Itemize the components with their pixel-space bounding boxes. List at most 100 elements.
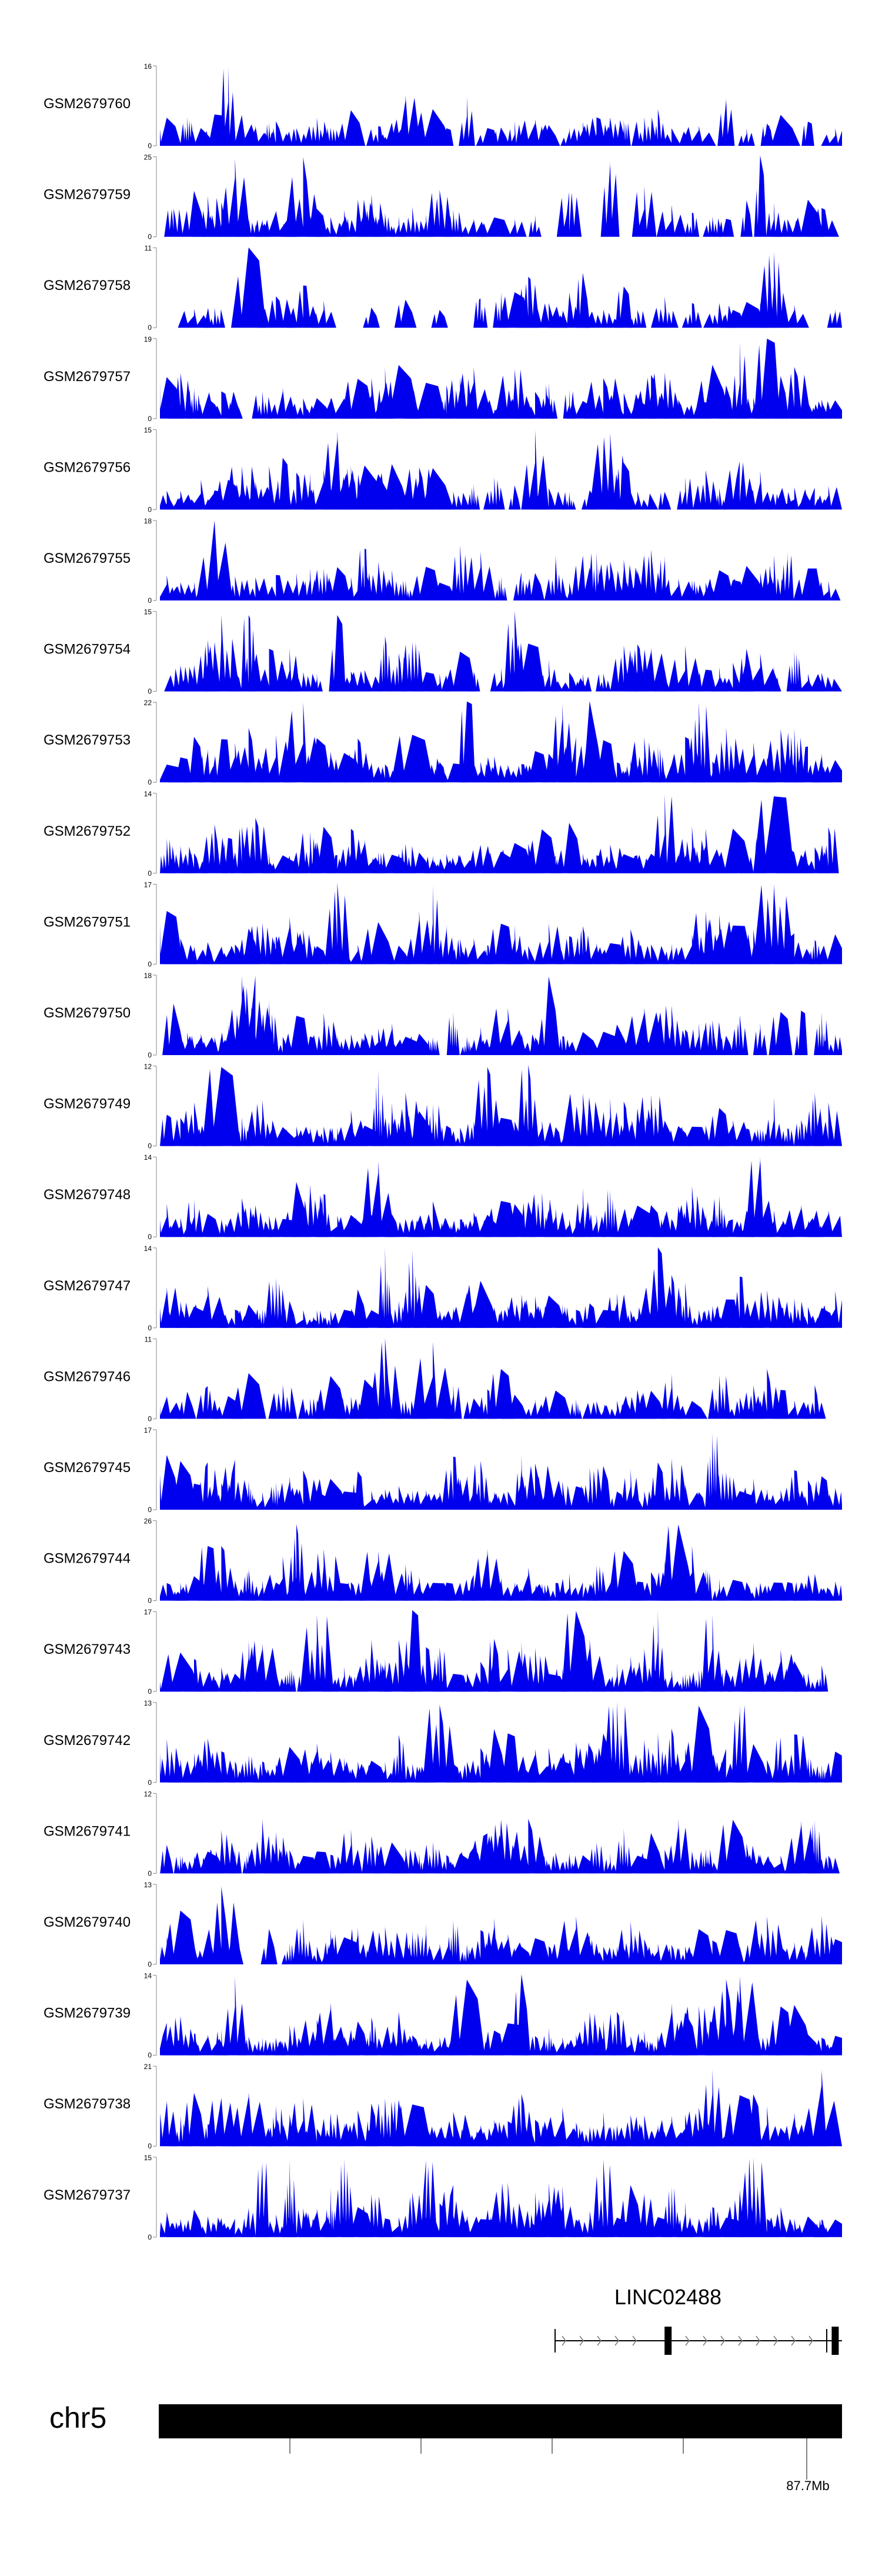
coverage-peak	[256, 2037, 268, 2056]
coverage-peak	[736, 929, 771, 965]
coverage-peak	[359, 2194, 385, 2237]
coverage-peak	[396, 1764, 428, 1783]
coverage-peak	[801, 672, 842, 692]
coverage-peak	[495, 576, 507, 600]
coverage-peak	[481, 1918, 507, 1964]
coverage-peak	[310, 826, 337, 873]
coverage-peak	[794, 1010, 808, 1055]
coverage-peak	[501, 1394, 528, 1419]
coverage-peak	[260, 1928, 278, 1964]
coverage-peak	[814, 1764, 828, 1783]
coverage-peak	[662, 2187, 681, 2237]
coverage-peak	[322, 1667, 339, 1692]
coverage-peak	[283, 472, 310, 510]
coverage-peak	[206, 2097, 236, 2147]
chromosome-ticks	[289, 2438, 684, 2454]
track-GSM2679737: GSM2679737 15 0	[44, 2154, 842, 2241]
y-max-label: 14	[144, 1972, 152, 1980]
track-label: GSM2679738	[44, 2096, 131, 2112]
y-min-label: 0	[148, 1324, 152, 1332]
coverage-peak	[365, 1927, 405, 1964]
y-max-label: 26	[144, 1517, 152, 1526]
coverage-peak	[651, 296, 679, 328]
coverage-peak	[735, 398, 772, 419]
coverage-peak	[298, 832, 322, 873]
coverage-peak	[761, 115, 800, 146]
coverage-peak	[365, 2103, 377, 2147]
coverage-peak	[681, 126, 716, 146]
coverage-peak	[245, 1100, 279, 1146]
coverage-peak	[413, 1583, 452, 1601]
coverage-peak	[392, 2035, 433, 2056]
coverage-peak	[628, 310, 647, 328]
coverage-peak	[556, 1916, 596, 1964]
coverage-peak	[754, 155, 767, 237]
coverage-peak	[663, 943, 680, 965]
coverage-peak	[784, 728, 805, 783]
coverage-peak	[747, 471, 773, 510]
coverage-peak	[570, 2123, 582, 2147]
coverage-peak	[549, 2185, 576, 2237]
track-GSM2679745: GSM2679745 17 0	[44, 1426, 842, 1514]
coverage-peak	[753, 796, 795, 873]
coverage-peak	[386, 1300, 411, 1328]
coverage-peak	[423, 1704, 457, 1783]
coverage-peak	[637, 1833, 665, 1874]
coverage-peak	[517, 1648, 553, 1692]
coverage-peak	[241, 2207, 256, 2237]
coverage-peak	[701, 2069, 723, 2147]
coverage-peak	[319, 2113, 342, 2147]
coverage-peak	[703, 216, 722, 237]
coverage-peak	[731, 1015, 749, 1055]
coverage-peak	[526, 573, 544, 600]
coverage-peak	[817, 1290, 842, 1328]
coverage-peak	[794, 1120, 808, 1146]
coverage-peak	[603, 1702, 630, 1783]
coverage-peak	[180, 853, 208, 873]
coverage-peak	[228, 1849, 242, 1874]
coverage-peak	[505, 1294, 538, 1328]
coverage-peak	[753, 1760, 781, 1783]
coverage-peak	[361, 1161, 395, 1237]
coverage-peak	[820, 1939, 842, 1964]
coverage-peak	[814, 2219, 842, 2237]
coverage-peak	[322, 431, 353, 510]
track-GSM2679739: GSM2679739 14 0	[44, 1972, 842, 2060]
coverage-peak	[411, 566, 441, 600]
coverage-peak	[394, 299, 417, 328]
track-GSM2679760: GSM2679760 16 0	[44, 62, 842, 150]
coverage-peak	[583, 943, 610, 965]
track-label: GSM2679741	[44, 1823, 131, 1839]
track-label: GSM2679746	[44, 1369, 131, 1384]
coverage-peak	[746, 1157, 775, 1237]
coverage-peak	[196, 520, 233, 600]
coverage-peak	[225, 115, 258, 146]
coverage-peak	[794, 2034, 822, 2056]
coverage-peak	[406, 1033, 432, 1055]
coverage-peak	[808, 940, 821, 965]
coverage-peak	[575, 273, 590, 328]
coverage-peak	[194, 1213, 221, 1237]
coverage-peak	[615, 1828, 632, 1874]
track-label: GSM2679753	[44, 732, 131, 748]
coverage-peak	[764, 1097, 783, 1146]
coverage-peak	[252, 2122, 273, 2147]
coverage-peak	[422, 582, 457, 600]
coverage-peak	[178, 1392, 196, 1419]
coverage-peak	[375, 213, 396, 237]
coverage-peak	[509, 1818, 547, 1874]
coverage-peak	[562, 1611, 590, 1692]
coverage-peak	[171, 1582, 190, 1601]
track-GSM2679747: GSM2679747 14 0	[44, 1244, 842, 1332]
y-min-label: 0	[148, 505, 152, 513]
coverage-peak	[717, 98, 735, 146]
coverage-peak	[748, 1916, 786, 1964]
coverage-peak	[663, 400, 693, 419]
coverage-peak	[385, 569, 399, 600]
coverage-peak	[274, 2025, 305, 2056]
coverage-peak	[814, 486, 842, 510]
coverage-peak	[164, 208, 183, 237]
coverage-peak	[300, 1614, 334, 1692]
coverage-peak	[439, 1125, 454, 1146]
coverage-peak	[639, 549, 663, 600]
